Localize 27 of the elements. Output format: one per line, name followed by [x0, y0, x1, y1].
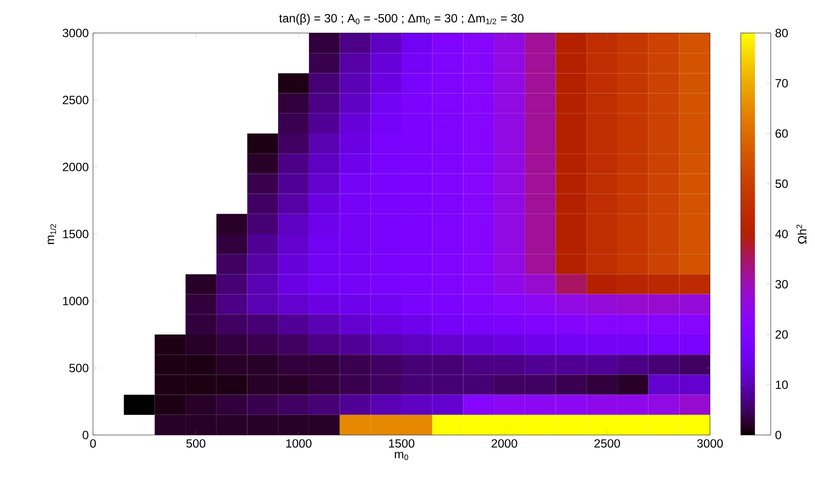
color-bar-label: 30	[775, 280, 788, 288]
color-bar-label: 0	[775, 430, 782, 440]
x-tick-label: 2000	[492, 439, 518, 448]
y-tick-label: 500	[69, 364, 88, 372]
color-bar-label: 70	[776, 79, 788, 88]
x-tick-label: 2500	[594, 439, 620, 448]
chart-title: tan(β) = 30 ; A$_{0}$ = -500 ; Δm$_{0}$ = 30 ; Δm$_{1/2}$ = 30	[279, 14, 524, 25]
color-bar-label: 10	[776, 380, 788, 389]
y-tick-label: 2000	[62, 162, 88, 172]
color-bar-label: 50	[775, 180, 788, 188]
color-bar-label: 40	[775, 230, 788, 238]
x-tick-label: 0	[90, 439, 96, 448]
color-bar-label: 20	[776, 330, 788, 339]
x-tick-label: 1500	[389, 439, 414, 448]
x-tick-label: 3000	[697, 439, 723, 448]
y-axis-title: m$_{1/2}$	[48, 224, 56, 244]
x-tick-label: 1000	[286, 439, 312, 448]
y-tick-label: 0	[82, 430, 88, 440]
x-axis-title: m$_{0}$	[394, 452, 408, 460]
y-tick-label: 2500	[62, 96, 88, 104]
x-tick-label: 500	[186, 439, 206, 448]
y-tick-label: 1500	[63, 230, 88, 238]
color-bar-label: 60	[776, 129, 788, 138]
y-tick-label: 1000	[63, 296, 88, 306]
y-tick-label: 3000	[62, 28, 88, 38]
color-bar-title: Ωh$^{2}$	[796, 224, 806, 244]
color-bar-label: 80	[775, 28, 788, 38]
